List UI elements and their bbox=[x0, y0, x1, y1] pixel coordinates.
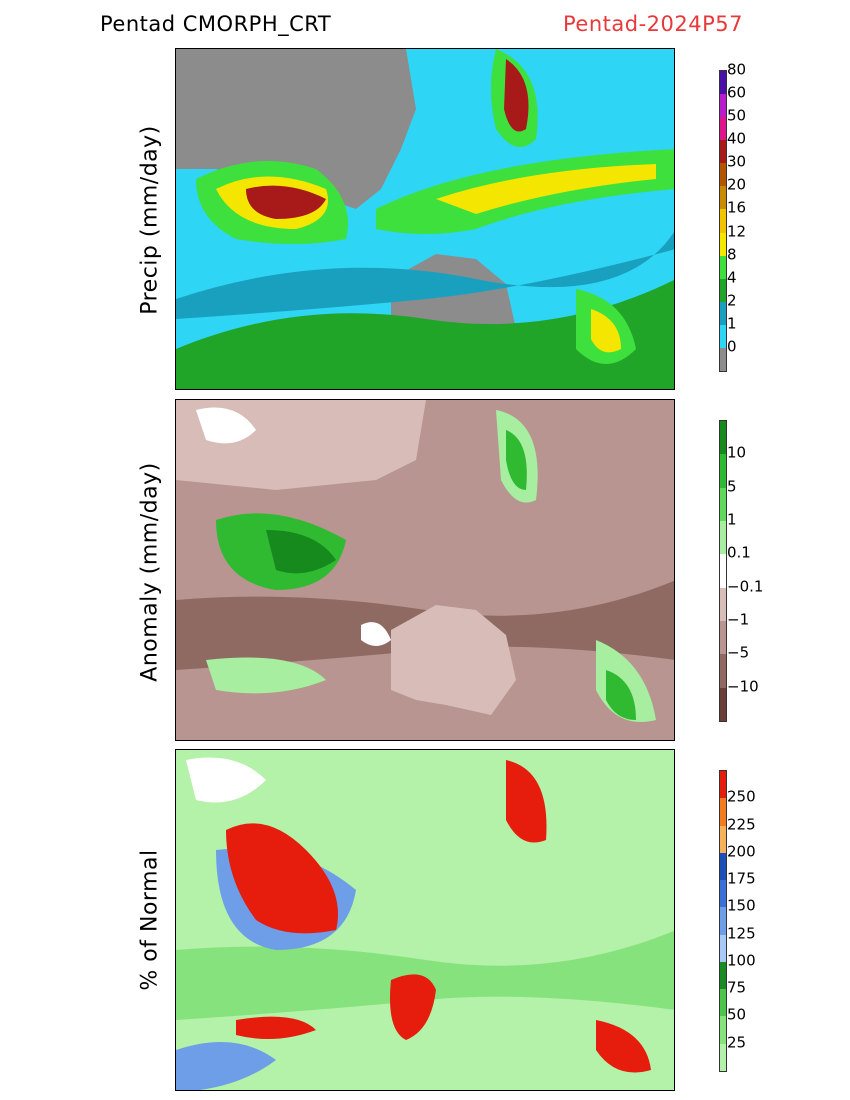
colorbar-segment bbox=[720, 852, 726, 881]
colorbar-tick-label: 50 bbox=[727, 106, 747, 125]
colorbar-tick-label: 12 bbox=[727, 222, 747, 241]
colorbar-tick-label: 200 bbox=[727, 842, 756, 861]
colorbar-segment bbox=[720, 825, 726, 853]
precip-rain-itcz-core bbox=[436, 164, 656, 214]
colorbar-tick-label: −10 bbox=[727, 677, 759, 696]
colorbar-segment bbox=[720, 907, 726, 935]
title-left: Pentad CMORPH_CRT bbox=[100, 12, 332, 36]
colorbar-tick-label: 50 bbox=[727, 1005, 747, 1024]
colorbar-tick-label: 16 bbox=[727, 198, 747, 217]
anomaly-map bbox=[175, 399, 675, 741]
panel-label-percent: % of Normal bbox=[137, 849, 163, 991]
anomaly-white-patch bbox=[196, 407, 256, 444]
colorbar-segment bbox=[720, 687, 726, 721]
panel-label-anomaly: Anomaly (mm/day) bbox=[137, 462, 163, 682]
colorbar-segment bbox=[720, 1043, 726, 1071]
colorbar-tick-label: 175 bbox=[727, 869, 756, 888]
percent-blue-south bbox=[176, 1042, 276, 1090]
colorbar-segment bbox=[720, 421, 726, 455]
percent-red-south bbox=[236, 1016, 316, 1039]
percent-white-north bbox=[186, 757, 266, 803]
anomaly-wet-se-core bbox=[606, 670, 636, 720]
colorbar-segment bbox=[720, 961, 726, 990]
percent-red-se bbox=[596, 1020, 651, 1073]
colorbar-segment bbox=[720, 186, 726, 210]
colorbar-tick-label: 30 bbox=[727, 152, 747, 171]
colorbar-tick-label: 5 bbox=[727, 477, 737, 496]
colorbar-tick-label: 125 bbox=[727, 924, 756, 943]
colorbar-segment bbox=[720, 1016, 726, 1044]
percent-mid-band bbox=[176, 930, 674, 1020]
anomaly-wet-india-core bbox=[266, 530, 336, 574]
colorbar-segment bbox=[720, 209, 726, 233]
colorbar-segment bbox=[720, 989, 726, 1017]
colorbar-segment bbox=[720, 324, 726, 348]
colorbar-tick-label: −0.1 bbox=[727, 577, 764, 596]
colorbar-tick-label: 2 bbox=[727, 291, 737, 310]
percent-red-australia bbox=[390, 974, 436, 1040]
colorbar-tick-label: 250 bbox=[727, 787, 756, 806]
colorbar-segment bbox=[720, 934, 726, 962]
colorbar-segment bbox=[720, 798, 726, 826]
colorbar-segment bbox=[720, 232, 726, 256]
precip-map bbox=[175, 48, 675, 390]
colorbar-segment bbox=[720, 554, 726, 588]
colorbar-tick-label: 1 bbox=[727, 510, 737, 529]
colorbar-tick-label: 60 bbox=[727, 83, 747, 102]
colorbar-tick-label: −5 bbox=[727, 643, 750, 662]
colorbar-segment bbox=[720, 163, 726, 187]
precip-rain-india-bay-heavy bbox=[246, 185, 326, 219]
precip-colorbar bbox=[719, 70, 727, 372]
precip-rain-pacific-core bbox=[504, 59, 529, 132]
colorbar-segment bbox=[720, 880, 726, 908]
colorbar-segment bbox=[720, 521, 726, 555]
colorbar-segment bbox=[720, 454, 726, 488]
anomaly-wet-south bbox=[206, 657, 326, 694]
panel-label-precip: Precip (mm/day) bbox=[137, 125, 163, 315]
colorbar-segment bbox=[720, 117, 726, 141]
colorbar-tick-label: 10 bbox=[727, 443, 747, 462]
anomaly-wet-pacific-core bbox=[506, 430, 527, 490]
colorbar-segment bbox=[720, 255, 726, 279]
colorbar-segment bbox=[720, 278, 726, 302]
percent-colorbar bbox=[719, 770, 727, 1072]
percent-red-india bbox=[226, 823, 338, 934]
anomaly-colorbar bbox=[719, 420, 727, 722]
colorbar-segment bbox=[720, 621, 726, 655]
colorbar-segment bbox=[720, 347, 726, 371]
colorbar-tick-label: 0 bbox=[727, 337, 737, 356]
colorbar-tick-label: 20 bbox=[727, 175, 747, 194]
colorbar-tick-label: 40 bbox=[727, 129, 747, 148]
colorbar-tick-label: 8 bbox=[727, 245, 737, 264]
precip-rain-se-core bbox=[591, 309, 621, 353]
colorbar-tick-label: 100 bbox=[727, 951, 756, 970]
anomaly-pale-australia bbox=[391, 605, 516, 715]
colorbar-segment bbox=[720, 94, 726, 118]
colorbar-tick-label: 75 bbox=[727, 978, 747, 997]
percent-map bbox=[175, 749, 675, 1091]
colorbar-tick-label: 4 bbox=[727, 268, 737, 287]
precip-band-green bbox=[176, 279, 674, 389]
colorbar-tick-label: 150 bbox=[727, 896, 756, 915]
colorbar-segment bbox=[720, 140, 726, 164]
colorbar-segment bbox=[720, 654, 726, 688]
colorbar-tick-label: 1 bbox=[727, 314, 737, 333]
colorbar-tick-label: 80 bbox=[727, 60, 747, 79]
colorbar-tick-label: 225 bbox=[727, 815, 756, 834]
colorbar-segment bbox=[720, 71, 726, 95]
precip-band-light bbox=[176, 231, 674, 319]
colorbar-tick-label: 0.1 bbox=[727, 543, 751, 562]
anomaly-white-patch-2 bbox=[361, 622, 391, 646]
colorbar-tick-label: 25 bbox=[727, 1033, 747, 1052]
colorbar-segment bbox=[720, 301, 726, 325]
title-right: Pentad-2024P57 bbox=[563, 12, 743, 36]
colorbar-segment bbox=[720, 771, 726, 799]
colorbar-tick-label: −1 bbox=[727, 610, 750, 629]
percent-red-pacific bbox=[506, 760, 547, 843]
colorbar-segment bbox=[720, 487, 726, 521]
colorbar-segment bbox=[720, 587, 726, 621]
